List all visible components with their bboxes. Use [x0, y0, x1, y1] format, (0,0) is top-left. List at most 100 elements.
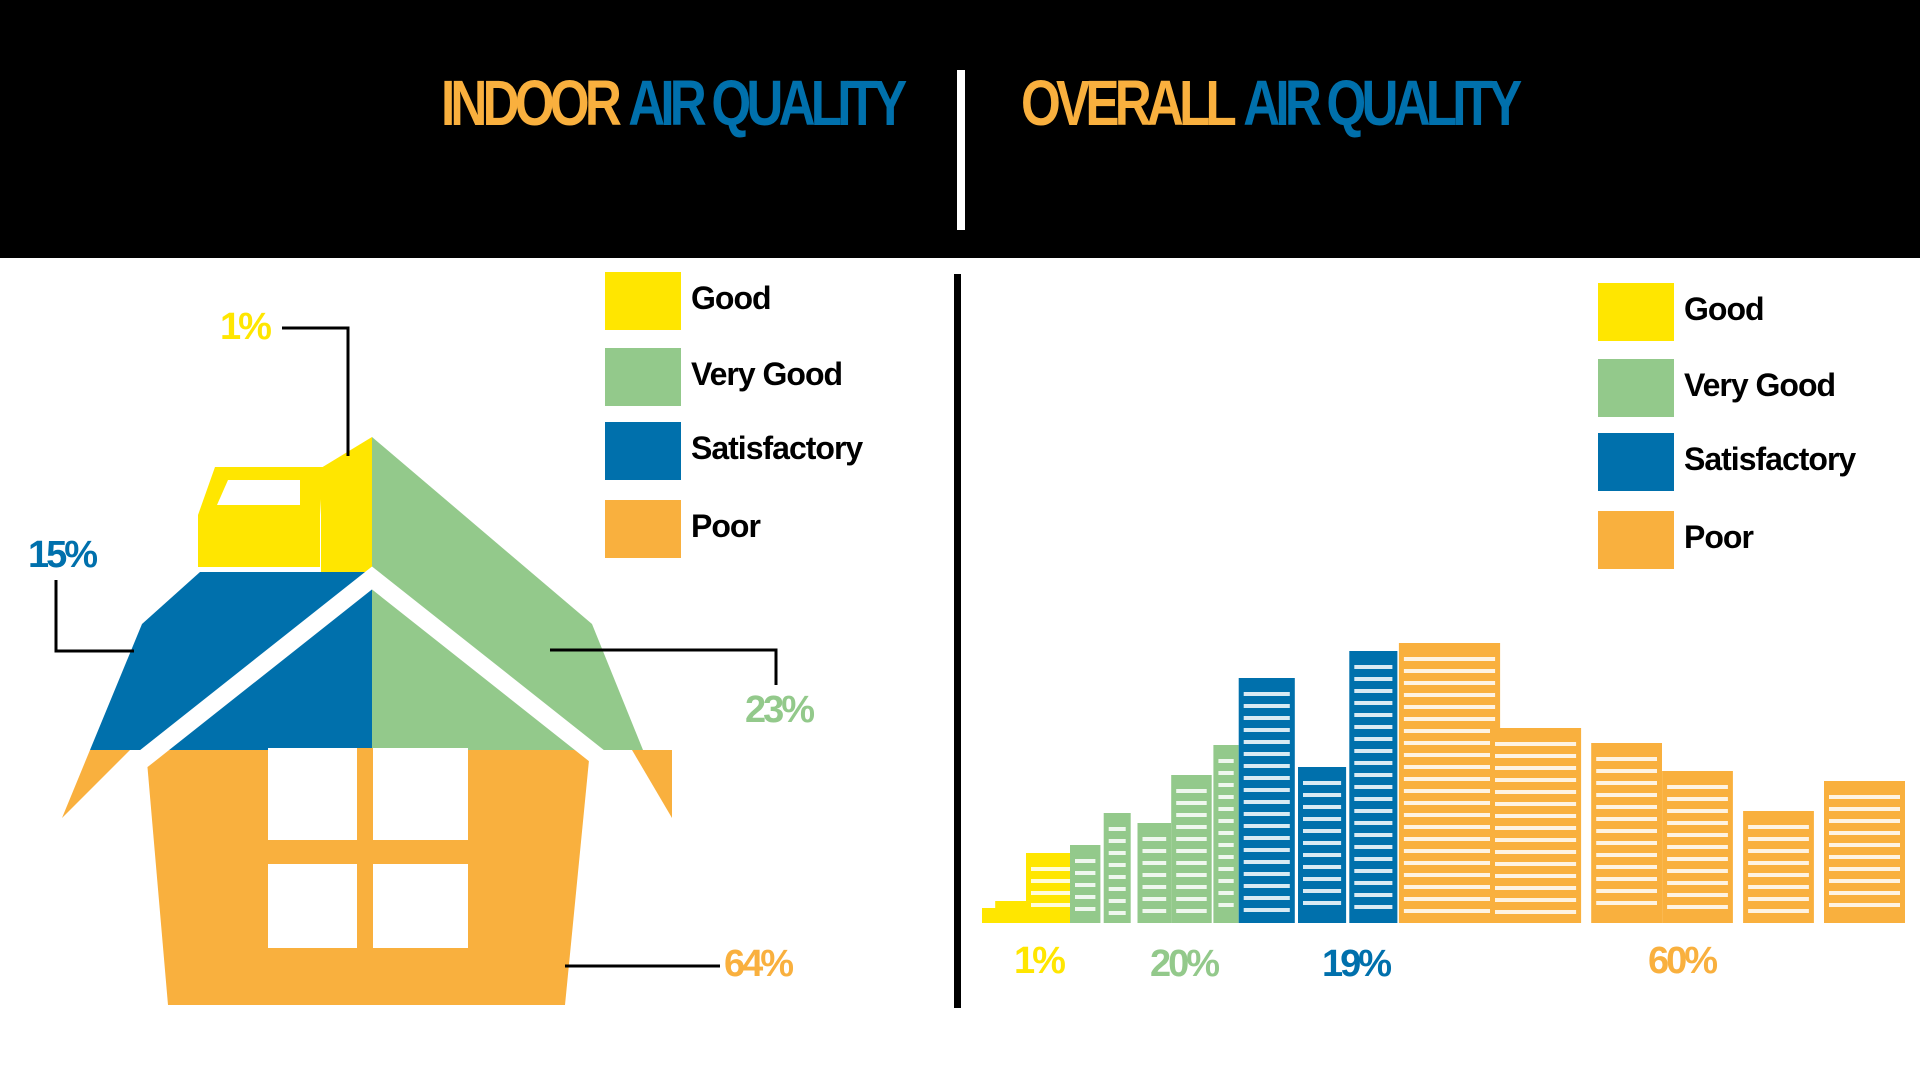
legend-swatch-satisfactory	[605, 422, 681, 480]
building-window	[1142, 873, 1167, 877]
building-window	[1403, 861, 1496, 865]
building-window	[1596, 793, 1657, 797]
building-window	[1596, 829, 1657, 833]
header-band: INDOOR AIR QUALITY OVERALL AIR QUALITY	[0, 0, 1920, 258]
building-window	[1243, 860, 1290, 864]
building-window	[1303, 889, 1342, 893]
building-window	[1403, 873, 1496, 877]
building-window	[1176, 837, 1207, 841]
legend-item-satisfactory: Satisfactory	[605, 422, 905, 480]
roof-very-good-segment	[372, 437, 643, 750]
building-window	[1748, 909, 1809, 913]
building-window	[1495, 790, 1577, 794]
building-window	[1031, 903, 1087, 907]
building-window	[1243, 872, 1290, 876]
legend2-item-good: Good	[1598, 283, 1898, 341]
legend2-label-very-good: Very Good	[1684, 367, 1836, 403]
building-window	[1303, 781, 1342, 785]
indoor-house-chart	[54, 326, 778, 1005]
building-window	[1243, 812, 1290, 816]
legend-item-good: Good	[605, 272, 905, 330]
building-window	[1176, 861, 1207, 865]
building-window	[1354, 701, 1393, 705]
building-window	[1495, 778, 1577, 782]
building-window	[1495, 862, 1577, 866]
building-window	[1495, 886, 1577, 890]
building-window	[1303, 805, 1342, 809]
building-window	[1142, 837, 1167, 841]
building-window	[1243, 716, 1290, 720]
building-window	[1667, 869, 1728, 873]
building-window	[1243, 788, 1290, 792]
legend-swatch-good	[605, 272, 681, 330]
building-window	[1403, 849, 1496, 853]
indoor-title-part2: AIR QUALITY	[628, 67, 907, 139]
building-window	[1218, 879, 1234, 883]
building-window	[1354, 689, 1393, 693]
building-window	[1354, 905, 1393, 909]
building-window	[1667, 785, 1728, 789]
building-window	[1075, 871, 1096, 875]
eave-right	[632, 750, 672, 818]
legend-label-poor: Poor	[691, 508, 761, 544]
building-window	[1243, 704, 1290, 708]
building-window	[1354, 845, 1393, 849]
building-window	[1354, 761, 1393, 765]
building-window	[1403, 909, 1496, 913]
building-window	[1303, 865, 1342, 869]
building-window	[1108, 899, 1126, 903]
building-window	[1243, 824, 1290, 828]
building-window	[1596, 877, 1657, 881]
building-window	[1403, 681, 1496, 685]
building-window	[1176, 789, 1207, 793]
building-window	[1243, 908, 1290, 912]
overall-label-satisfactory: 19%	[1322, 943, 1392, 985]
building-window	[1403, 789, 1496, 793]
building-window	[1142, 909, 1167, 913]
building-poor-5	[1824, 781, 1905, 923]
roof-satisfactory-segment	[90, 572, 372, 750]
legend2-label-satisfactory: Satisfactory	[1684, 441, 1856, 477]
building-window	[1243, 776, 1290, 780]
building-window	[1354, 809, 1393, 813]
building-window	[1596, 769, 1657, 773]
leader-good	[282, 326, 350, 456]
building-window	[1176, 909, 1207, 913]
building-window	[1354, 881, 1393, 885]
building-window	[1218, 795, 1234, 799]
chimney-hole	[217, 480, 300, 505]
building-window	[1218, 891, 1234, 895]
building-window	[1354, 737, 1393, 741]
building-window	[1495, 910, 1577, 914]
building-window	[1596, 889, 1657, 893]
building-window	[1403, 717, 1496, 721]
overall-title-part1: OVERALL	[1021, 67, 1237, 139]
building-window	[1596, 901, 1657, 905]
building-window	[1243, 728, 1290, 732]
building-window	[1495, 850, 1577, 854]
building-window	[1829, 795, 1900, 799]
indoor-label-poor: 64%	[724, 943, 794, 985]
window-sill	[268, 840, 468, 848]
building-window	[1354, 857, 1393, 861]
building-window	[1403, 765, 1496, 769]
building-window	[1495, 826, 1577, 830]
building-window	[1218, 771, 1234, 775]
legend-swatch-poor	[605, 500, 681, 558]
building-window	[1218, 807, 1234, 811]
building-window	[1031, 891, 1087, 895]
overall-label-poor: 60%	[1648, 940, 1718, 982]
building-window	[1596, 757, 1657, 761]
building-window	[1142, 861, 1167, 865]
building-window	[1667, 833, 1728, 837]
building-window	[1218, 819, 1234, 823]
building-window	[1596, 817, 1657, 821]
building-window	[1403, 885, 1496, 889]
building-window	[1403, 825, 1496, 829]
building-window	[1495, 766, 1577, 770]
overall-title: OVERALL AIR QUALITY	[1021, 66, 1522, 140]
legend2-swatch-good	[1598, 283, 1674, 341]
building-poor-4	[1743, 811, 1814, 923]
building-window	[1303, 793, 1342, 797]
